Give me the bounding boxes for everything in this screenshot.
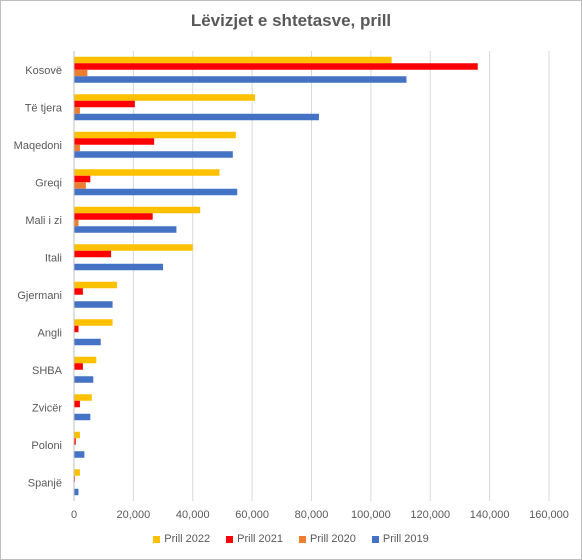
legend-item: Prill 2020 xyxy=(299,533,356,545)
bar xyxy=(74,288,83,295)
category-label: SHBA xyxy=(32,365,63,377)
bar xyxy=(74,413,91,421)
x-tick-label: 160,000 xyxy=(529,509,569,521)
bar xyxy=(74,206,201,214)
bar xyxy=(74,219,79,227)
category-label: Maqedoni xyxy=(14,140,62,152)
x-tick-label: 100,000 xyxy=(351,509,391,521)
category-label: Poloni xyxy=(31,440,62,452)
bar xyxy=(74,488,79,496)
bar xyxy=(74,338,101,346)
bar xyxy=(74,213,153,220)
bar xyxy=(74,226,177,233)
bar xyxy=(74,188,238,196)
legend-label: Prill 2019 xyxy=(382,533,429,545)
bar xyxy=(74,469,80,476)
x-tick-label: 60,000 xyxy=(235,509,269,521)
bar xyxy=(74,281,118,289)
bar xyxy=(74,356,97,364)
category-label: Greqi xyxy=(35,177,62,189)
x-tick-label: 0 xyxy=(71,509,77,521)
bar xyxy=(74,319,113,326)
chart-legend: Prill 2022 Prill 2021 Prill 2020 Prill 2019 xyxy=(1,533,581,545)
legend-item: Prill 2021 xyxy=(226,533,283,545)
category-label: Angli xyxy=(38,327,62,339)
x-tick-label: 40,000 xyxy=(176,509,210,521)
category-label: Itali xyxy=(45,252,62,264)
bar xyxy=(74,107,80,114)
category-label: Gjermani xyxy=(17,290,62,302)
bar xyxy=(74,131,236,139)
legend-swatch xyxy=(153,535,161,543)
x-tick-label: 120,000 xyxy=(410,509,450,521)
bar xyxy=(74,100,135,108)
bar xyxy=(74,244,193,251)
bar xyxy=(74,151,233,158)
bar xyxy=(74,438,76,445)
bar xyxy=(74,175,91,183)
bar xyxy=(74,169,220,176)
bar xyxy=(74,451,85,458)
bar xyxy=(74,69,88,77)
legend-label: Prill 2021 xyxy=(237,533,283,545)
bar xyxy=(74,394,92,401)
category-label: Zvicër xyxy=(32,402,62,414)
bar xyxy=(74,250,112,258)
category-label: Të tjera xyxy=(25,102,63,114)
legend-item: Prill 2022 xyxy=(153,533,210,545)
bar xyxy=(74,144,80,152)
x-tick-label: 140,000 xyxy=(470,509,510,521)
chart-title: Lëvizjet e shtetasve, prill xyxy=(190,11,392,30)
bar xyxy=(74,113,319,121)
legend-swatch xyxy=(299,535,306,543)
legend-swatch xyxy=(371,535,379,543)
x-tick-label: 20,000 xyxy=(117,509,151,521)
bar xyxy=(74,76,407,83)
bar xyxy=(74,138,155,145)
category-label: Kosovë xyxy=(25,65,62,77)
bar xyxy=(74,431,80,439)
bar xyxy=(74,325,79,333)
bar xyxy=(74,400,80,408)
bar xyxy=(74,56,392,64)
bar xyxy=(74,263,164,271)
bar xyxy=(74,376,94,383)
legend-label: Prill 2022 xyxy=(164,533,211,545)
bar xyxy=(74,63,478,70)
legend-swatch xyxy=(226,535,234,543)
legend-item: Prill 2019 xyxy=(371,533,429,545)
bar xyxy=(74,182,86,189)
category-label: Mali i zi xyxy=(25,215,62,227)
bar xyxy=(74,363,83,370)
category-label: Spanjë xyxy=(28,477,62,489)
legend-label: Prill 2020 xyxy=(310,533,356,545)
bar xyxy=(74,301,113,308)
bar xyxy=(74,94,256,101)
x-tick-label: 80,000 xyxy=(295,509,329,521)
